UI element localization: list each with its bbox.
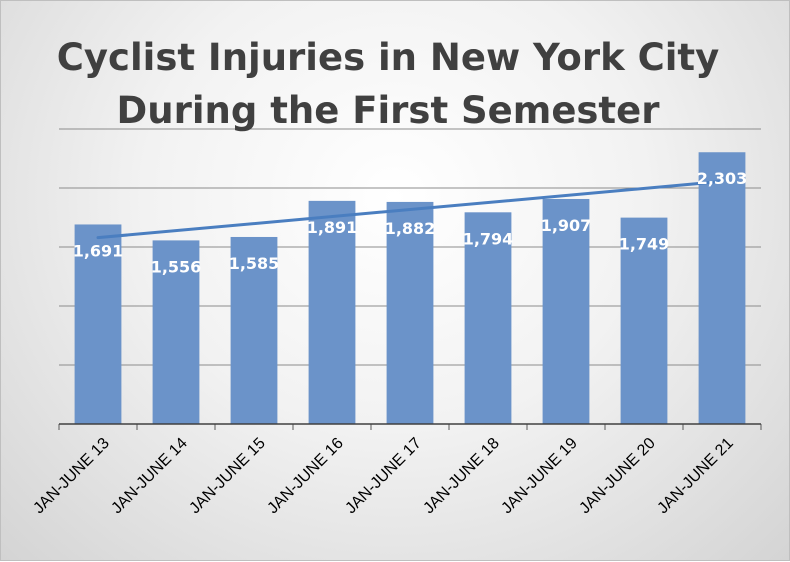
bar <box>74 224 122 424</box>
x-tick-label: JAN-JUNE 13 <box>30 435 113 518</box>
x-tick-label: JAN-JUNE 21 <box>654 435 737 518</box>
data-label: 1,585 <box>229 254 280 273</box>
data-label: 1,882 <box>385 219 436 238</box>
chart-title: Cyclist Injuries in New York City During… <box>57 36 719 132</box>
x-tick-label: JAN-JUNE 19 <box>498 435 581 518</box>
bar <box>152 240 200 424</box>
bar <box>698 152 746 424</box>
bar <box>464 212 512 424</box>
bar <box>542 198 590 424</box>
chart-title-line-1: Cyclist Injuries in New York City <box>57 36 719 79</box>
x-tick-label: JAN-JUNE 20 <box>576 435 659 518</box>
x-tick-label: JAN-JUNE 16 <box>264 435 347 518</box>
x-tick-label: JAN-JUNE 14 <box>108 435 191 518</box>
data-label: 1,556 <box>151 257 202 276</box>
x-tick-label: JAN-JUNE 18 <box>420 435 503 518</box>
bar <box>230 236 278 424</box>
data-label: 1,907 <box>541 216 592 235</box>
data-label: 1,794 <box>463 229 514 248</box>
data-labels: 1,691 1,556 1,585 1,891 1,882 1,794 1,907 1,749… <box>73 169 748 276</box>
x-tick-label: JAN-JUNE 17 <box>342 435 425 518</box>
bar <box>308 200 356 424</box>
trendline-layer <box>96 179 724 240</box>
bar <box>620 217 668 424</box>
data-label: 1,691 <box>73 241 124 260</box>
trendline <box>96 179 724 240</box>
chart-title-line-2: During the First Semester <box>117 89 661 132</box>
data-label: 1,749 <box>619 235 670 254</box>
x-tick-label: JAN-JUNE 15 <box>186 435 269 518</box>
data-label: 2,303 <box>697 169 748 188</box>
bar <box>386 201 434 424</box>
data-label: 1,891 <box>307 218 358 237</box>
bars <box>74 152 746 424</box>
